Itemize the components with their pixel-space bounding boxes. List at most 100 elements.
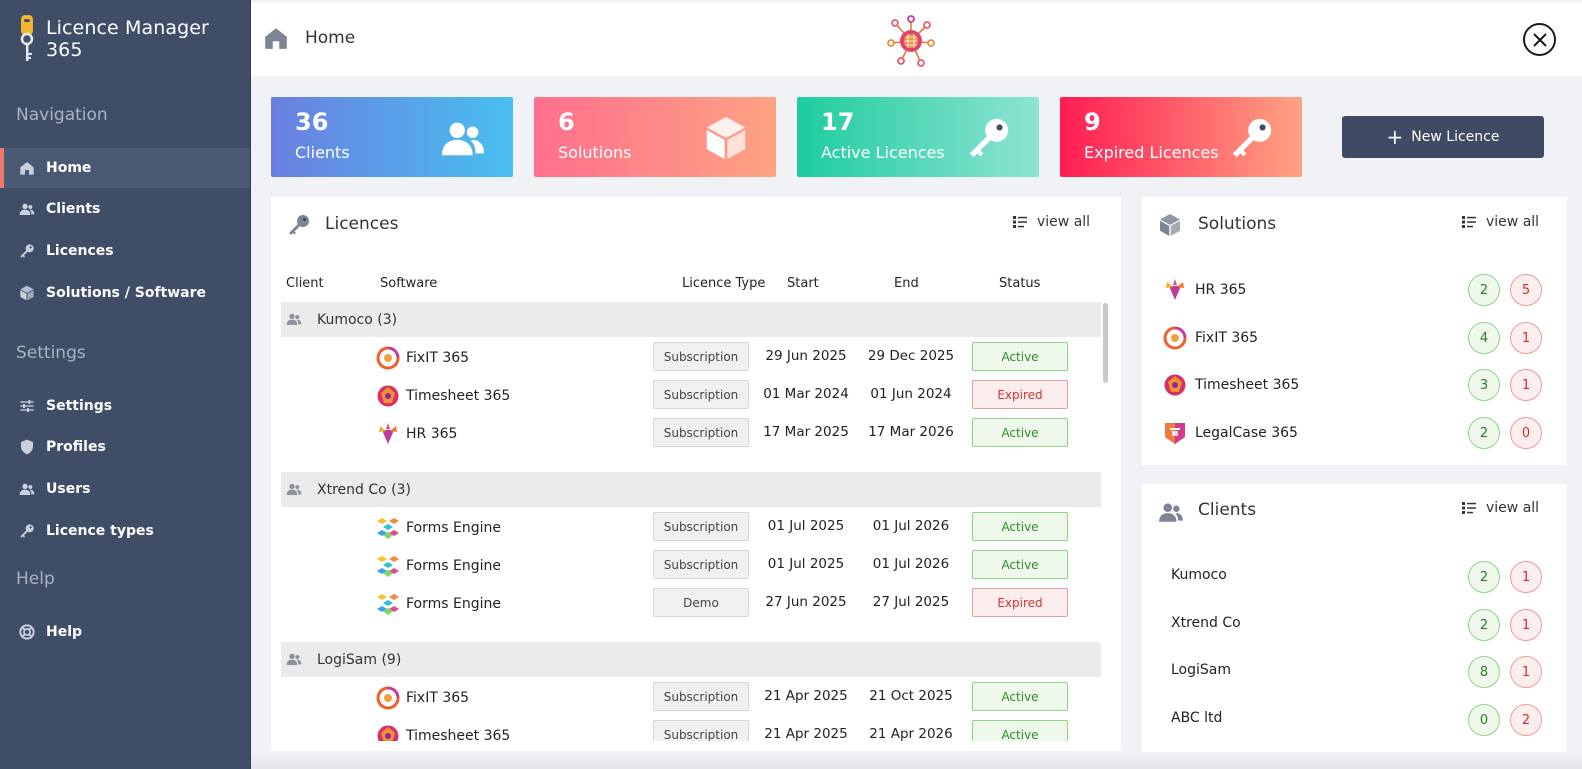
table-row[interactable]: Forms Engine Subscription 01 Jul 2025 01…: [281, 546, 1101, 583]
key-logo-icon: [20, 15, 34, 61]
sidebar-item-solutions[interactable]: Solutions / Software: [0, 273, 250, 313]
client-item[interactable]: Xtrend Co: [1171, 615, 1241, 631]
key-icon: [287, 213, 311, 237]
client-item[interactable]: ABC ltd: [1171, 710, 1222, 726]
solution-name: FixIT 365: [1195, 330, 1259, 346]
start-date: 27 Jun 2025: [765, 594, 847, 610]
licence-type-badge: Subscription: [653, 720, 749, 741]
clients-view-all-link[interactable]: view all: [1462, 500, 1539, 516]
start-date: 29 Jun 2025: [765, 348, 847, 364]
status-badge: Active: [972, 720, 1068, 741]
stat-card-expired-licences[interactable]: 9 Expired Licences: [1060, 97, 1302, 177]
licences-title: Licences: [325, 214, 399, 234]
solution-item[interactable]: LegalCase 365: [1163, 421, 1298, 445]
licences-table-body[interactable]: Kumoco (3) FixIT 365 Subscription 29 Jun…: [271, 300, 1121, 741]
sidebar-item-label: Profiles: [46, 439, 106, 455]
active-count-badge: 0: [1468, 704, 1500, 736]
solutions-view-all-link[interactable]: view all: [1462, 214, 1539, 230]
software-name: FixIT 365: [406, 690, 470, 706]
sidebar-item-licences[interactable]: Licences: [0, 231, 250, 271]
fixit-app-icon: [376, 346, 400, 370]
users-icon: [439, 115, 487, 161]
table-row[interactable]: Forms Engine Subscription 01 Jul 2025 01…: [281, 508, 1101, 545]
sidebar-item-label: Licence types: [46, 523, 154, 539]
licences-view-all-link[interactable]: view all: [1013, 214, 1090, 230]
table-row[interactable]: Forms Engine Demo 27 Jun 2025 27 Jul 202…: [281, 584, 1101, 621]
table-row[interactable]: Timesheet 365 Subscription 21 Apr 2025 2…: [281, 716, 1101, 741]
key-icon: [1228, 115, 1276, 161]
client-item[interactable]: Kumoco: [1171, 567, 1227, 583]
active-count-badge: 4: [1468, 322, 1500, 354]
shield-icon: [18, 438, 36, 456]
sidebar-item-settings[interactable]: Settings: [0, 386, 250, 426]
stat-label: Expired Licences: [1084, 143, 1219, 162]
cube-icon: [18, 284, 36, 302]
expired-count-badge: 0: [1510, 417, 1542, 449]
sliders-icon: [18, 397, 36, 415]
client-group-label: Kumoco (3): [317, 311, 398, 328]
client-item[interactable]: LogiSam: [1171, 662, 1231, 678]
client-name: ABC ltd: [1171, 710, 1223, 726]
sidebar-item-label: Licences: [46, 243, 114, 259]
stat-card-active-licences[interactable]: 17 Active Licences: [797, 97, 1039, 177]
start-date: 01 Jul 2025: [767, 556, 845, 572]
view-all-label: view all: [1486, 500, 1540, 516]
software-name: Forms Engine: [406, 558, 501, 574]
client-name: LogiSam: [1171, 662, 1231, 678]
start-date: 01 Jul 2025: [767, 518, 845, 534]
expired-count-badge: 1: [1510, 561, 1542, 593]
key-icon: [18, 242, 36, 260]
table-row[interactable]: FixIT 365 Subscription 21 Apr 2025 21 Oc…: [281, 678, 1101, 715]
timesheet-app-icon: [376, 384, 400, 408]
sidebar-item-users[interactable]: Users: [0, 469, 250, 509]
key-icon: [965, 115, 1013, 161]
licence-type-badge: Subscription: [653, 418, 749, 447]
timesheet-app-icon: [376, 724, 400, 741]
software-name: Forms Engine: [406, 596, 501, 612]
end-date: 21 Oct 2025: [869, 688, 953, 704]
users-icon: [285, 481, 303, 497]
stat-card-clients[interactable]: 36 Clients: [271, 97, 513, 177]
brand[interactable]: Licence Manager 365: [0, 0, 251, 78]
licence-type-badge: Subscription: [653, 550, 749, 579]
table-row[interactable]: FixIT 365 Subscription 29 Jun 2025 29 De…: [281, 338, 1101, 375]
client-group-row[interactable]: Kumoco (3): [281, 302, 1101, 337]
sidebar-item-label: Solutions / Software: [46, 285, 207, 301]
status-badge: Active: [972, 682, 1068, 711]
solution-name: HR 365: [1195, 282, 1247, 298]
client-group-label: Xtrend Co (3): [317, 481, 411, 498]
clients-title: Clients: [1198, 500, 1257, 520]
column-header-end: End: [894, 276, 919, 291]
active-count-badge: 2: [1468, 274, 1500, 306]
status-badge: Active: [972, 512, 1068, 541]
app-title: Licence Manager 365: [45, 17, 209, 61]
sidebar-item-licence-types[interactable]: Licence types: [0, 511, 250, 551]
expired-count-badge: 1: [1510, 656, 1542, 688]
hr-app-icon: [1163, 278, 1187, 302]
home-icon: [18, 159, 36, 177]
solutions-title: Solutions: [1198, 214, 1277, 234]
solution-item[interactable]: FixIT 365: [1163, 326, 1258, 350]
stat-card-solutions[interactable]: 6 Solutions: [534, 97, 776, 177]
client-group-row[interactable]: LogiSam (9): [281, 642, 1101, 677]
licences-scrollbar[interactable]: [1103, 303, 1108, 383]
list-icon: [1462, 216, 1476, 228]
sidebar-item-label: Clients: [46, 201, 101, 217]
home-icon: [263, 25, 289, 51]
expired-count-badge: 1: [1510, 369, 1542, 401]
solution-item[interactable]: Timesheet 365: [1163, 373, 1299, 397]
table-row[interactable]: Timesheet 365 Subscription 01 Mar 2024 0…: [281, 376, 1101, 413]
solution-item[interactable]: HR 365: [1163, 278, 1246, 302]
sidebar-item-clients[interactable]: Clients: [0, 189, 250, 229]
sidebar-item-home[interactable]: Home: [0, 148, 250, 188]
start-date: 17 Mar 2025: [763, 424, 849, 440]
table-row[interactable]: HR 365 Subscription 17 Mar 2025 17 Mar 2…: [281, 414, 1101, 451]
close-button[interactable]: [1523, 23, 1556, 56]
new-licence-button[interactable]: + New Licence: [1342, 116, 1544, 158]
sidebar-item-profiles[interactable]: Profiles: [0, 427, 250, 467]
client-group-row[interactable]: Xtrend Co (3): [281, 472, 1101, 507]
expired-count-badge: 2: [1510, 704, 1542, 736]
client-name: Kumoco: [1171, 567, 1227, 583]
sidebar-item-help[interactable]: Help: [0, 612, 250, 652]
users-icon: [18, 200, 36, 218]
